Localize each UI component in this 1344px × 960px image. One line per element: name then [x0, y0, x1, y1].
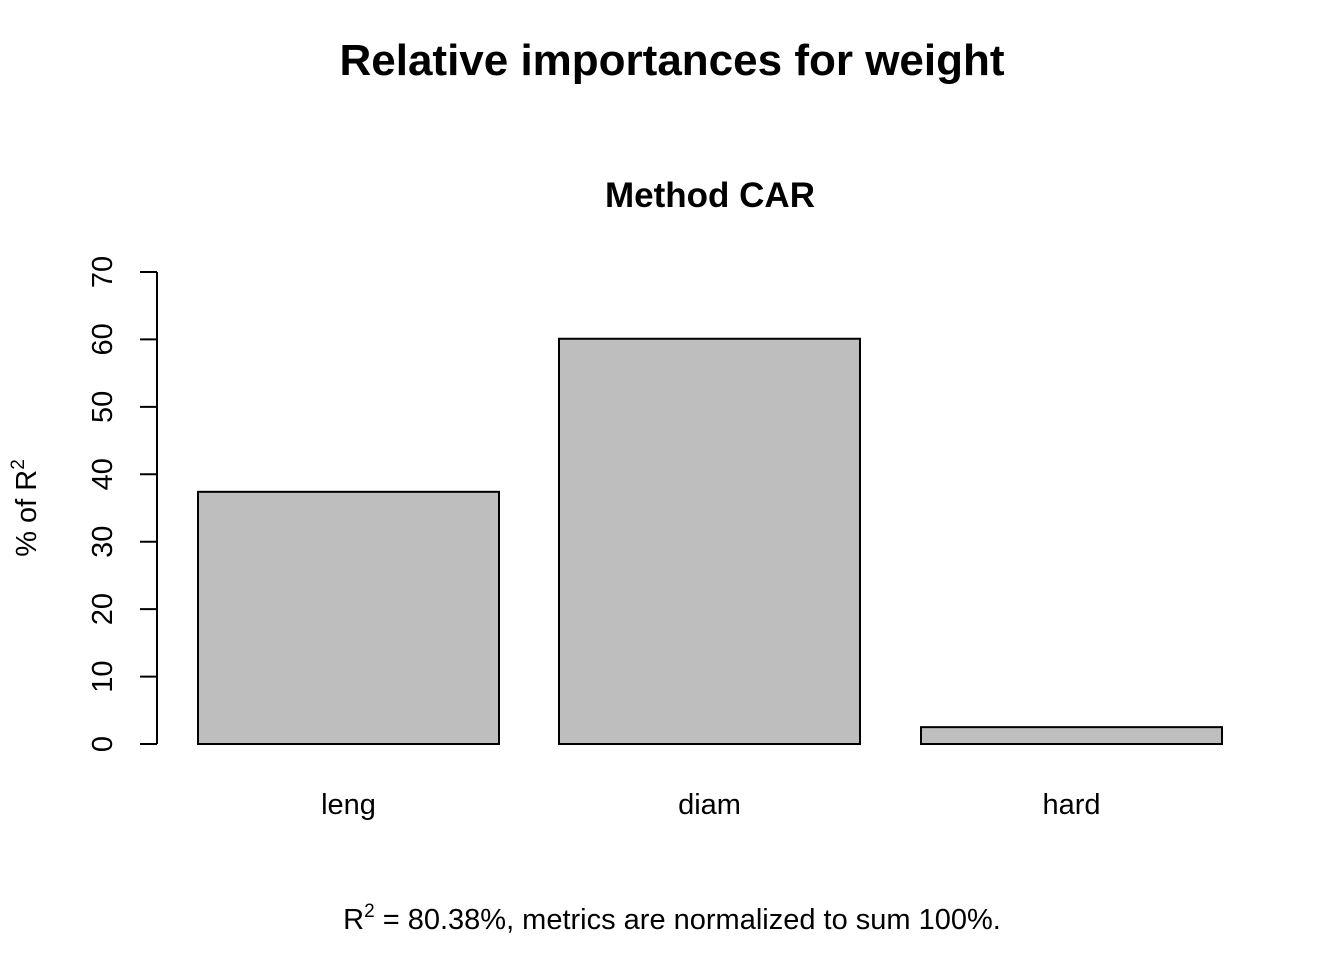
y-tick-label-0: 0 — [87, 736, 119, 752]
x-tick-label-leng: leng — [321, 789, 376, 821]
bar-diam — [558, 337, 861, 745]
chart-title: Relative importances for weight — [339, 36, 1004, 85]
y-tick-label-40: 40 — [87, 458, 119, 490]
r-squared-footnote: R2 = 80.38%, metrics are normalized to s… — [343, 901, 1001, 936]
y-tick-label-30: 30 — [87, 526, 119, 558]
chart-subtitle: Method CAR — [605, 176, 815, 215]
bars-group — [197, 337, 1223, 746]
y-tick-label-10: 10 — [87, 660, 119, 692]
y-tick-label-70: 70 — [87, 256, 119, 288]
x-axis-labels: leng diam hard — [321, 789, 1100, 821]
bar-leng — [197, 490, 500, 745]
y-axis: 0 10 20 30 40 50 60 70 — [87, 256, 158, 752]
y-tick-label-50: 50 — [87, 391, 119, 423]
x-tick-label-diam: diam — [678, 789, 741, 821]
y-tick-label-20: 20 — [87, 593, 119, 625]
bar-hard — [920, 726, 1223, 746]
y-tick-label-60: 60 — [87, 323, 119, 355]
y-axis-label: % of R2 — [8, 459, 43, 557]
x-tick-label-hard: hard — [1042, 789, 1100, 821]
